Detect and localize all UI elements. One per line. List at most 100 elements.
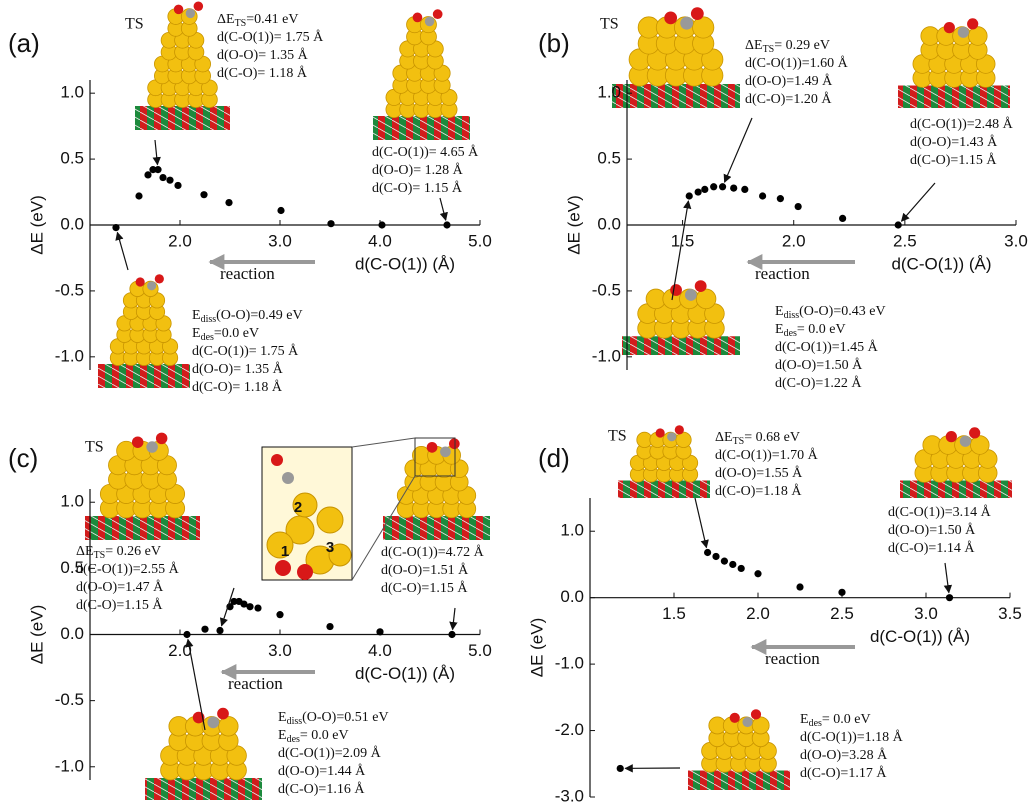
annotation-text: d(O-O)=1.43 Å bbox=[910, 134, 998, 150]
atom bbox=[448, 438, 460, 450]
data-point bbox=[144, 171, 152, 179]
data-point bbox=[240, 600, 248, 608]
atom bbox=[432, 9, 443, 19]
x-tick-label: 5.0 bbox=[468, 641, 492, 660]
pointer-arrow bbox=[694, 497, 709, 549]
atom bbox=[185, 8, 196, 19]
x-tick-label: 3.0 bbox=[914, 604, 938, 623]
atom bbox=[690, 7, 704, 20]
annotation-text: d(C-O)= 1.15 Å bbox=[372, 180, 463, 196]
data-point bbox=[894, 221, 902, 229]
annotation-text: (O-O)=0.49 eV bbox=[216, 308, 302, 323]
subscript: TS bbox=[94, 550, 106, 561]
pointer-arrow bbox=[152, 139, 161, 166]
annotation-text: d(C-O(1))= 1.75 Å bbox=[217, 29, 324, 45]
annotation-line: Ediss(O-O)=0.51 eV bbox=[278, 710, 389, 727]
annotation-line: d(C-O(1))=2.55 Å bbox=[76, 561, 180, 577]
panel-label: (d) bbox=[538, 443, 570, 473]
annotation-text: d(C-O)=1.17 Å bbox=[800, 765, 887, 781]
data-point bbox=[718, 183, 727, 191]
subscript: des bbox=[784, 328, 797, 339]
annotation-line: d(O-O)=3.28 Å bbox=[800, 747, 888, 763]
annotation-text: E bbox=[775, 304, 784, 319]
annotation-text: d(O-O)=3.28 Å bbox=[800, 747, 888, 763]
annotation-line: d(C-O(1))= 4.65 Å bbox=[372, 144, 479, 160]
annotation-text: = 0.26 eV bbox=[105, 544, 161, 559]
substrate bbox=[145, 778, 262, 800]
annotation-line: d(C-O(1))=1.60 Å bbox=[745, 55, 849, 71]
inset-link bbox=[351, 437, 416, 448]
data-point bbox=[701, 185, 709, 194]
ts-label: TS bbox=[125, 16, 144, 33]
x-tick-label: 4.0 bbox=[368, 641, 392, 660]
inset-source bbox=[414, 437, 456, 477]
data-point bbox=[448, 630, 456, 639]
annotation-text: E bbox=[192, 308, 201, 323]
atom bbox=[945, 431, 957, 443]
data-point bbox=[246, 603, 254, 611]
annotation-line: Ediss(O-O)=0.49 eV bbox=[192, 308, 303, 325]
atom bbox=[424, 16, 435, 27]
data-point bbox=[741, 185, 749, 194]
annotation-line: d(C-O)=1.14 Å bbox=[888, 540, 975, 556]
y-tick-label: 1.0 bbox=[597, 83, 621, 102]
subscript: TS bbox=[763, 44, 775, 55]
annotation-text: d(O-O)=1.51 Å bbox=[381, 562, 469, 578]
inset-label: 3 bbox=[326, 539, 334, 556]
annotation-line: d(C-O(1))= 1.75 Å bbox=[217, 29, 324, 45]
reaction-label: reaction bbox=[765, 649, 820, 668]
x-axis-label: d(C-O(1)) (Å) bbox=[891, 254, 991, 273]
x-axis-label: d(C-O(1)) (Å) bbox=[355, 664, 455, 683]
annotation-text: d(O-O)=1.47 Å bbox=[76, 579, 164, 595]
substrate bbox=[898, 85, 1010, 108]
atom bbox=[742, 716, 753, 728]
atom bbox=[943, 22, 955, 34]
pointer-arrow bbox=[185, 638, 206, 731]
y-tick-label: -0.5 bbox=[55, 690, 84, 709]
annotation-text: d(C-O(1))=1.45 Å bbox=[775, 339, 879, 355]
atom bbox=[426, 441, 438, 453]
annotation-text: d(C-O(1))=4.72 Å bbox=[381, 544, 485, 560]
x-axis-label: d(C-O(1)) (Å) bbox=[870, 627, 970, 646]
y-tick-label: -2.0 bbox=[555, 720, 584, 739]
data-point bbox=[254, 604, 262, 612]
data-point bbox=[704, 548, 712, 557]
ts-label: TS bbox=[608, 428, 627, 445]
y-tick-label: -1.0 bbox=[555, 654, 584, 673]
atom bbox=[674, 425, 684, 435]
annotation-text: d(O-O)= 1.35 Å bbox=[192, 361, 284, 377]
atom bbox=[664, 11, 678, 25]
pointer-arrow bbox=[900, 182, 936, 222]
data-point bbox=[376, 628, 384, 636]
atom bbox=[968, 26, 988, 46]
data-point bbox=[277, 206, 285, 215]
annotation-line: Edes= 0.0 eV bbox=[800, 712, 871, 729]
pointer-arrow bbox=[943, 562, 953, 594]
atom bbox=[193, 1, 204, 11]
substrate bbox=[373, 116, 470, 140]
annotation-text: d(C-O)=1.22 Å bbox=[775, 375, 862, 391]
atom bbox=[675, 431, 692, 448]
inset-label: 1 bbox=[281, 543, 289, 560]
annotation-line: Edes=0.0 eV bbox=[192, 326, 259, 343]
reaction-label: reaction bbox=[228, 674, 283, 693]
atom bbox=[750, 709, 762, 720]
subscript: des bbox=[287, 734, 300, 745]
data-point bbox=[712, 552, 720, 561]
annotation-line: d(O-O)=1.50 Å bbox=[775, 357, 863, 373]
atom bbox=[292, 492, 318, 518]
annotation-line: d(C-O)=1.22 Å bbox=[775, 375, 862, 391]
substrate bbox=[622, 336, 740, 355]
annotation-line: d(O-O)=1.49 Å bbox=[745, 73, 833, 89]
annotation-line: ΔETS= 0.29 eV bbox=[745, 38, 830, 55]
panel-label: (c) bbox=[8, 443, 38, 473]
x-tick-label: 5.0 bbox=[468, 231, 492, 250]
annotation-line: d(C-O)= 1.18 Å bbox=[192, 379, 283, 395]
substrate bbox=[900, 480, 1012, 498]
substrate bbox=[688, 770, 790, 790]
data-point bbox=[737, 564, 745, 573]
annotation-line: d(C-O)=1.18 Å bbox=[715, 483, 802, 499]
data-point bbox=[758, 192, 767, 200]
y-tick-label: 1.0 bbox=[560, 521, 584, 540]
